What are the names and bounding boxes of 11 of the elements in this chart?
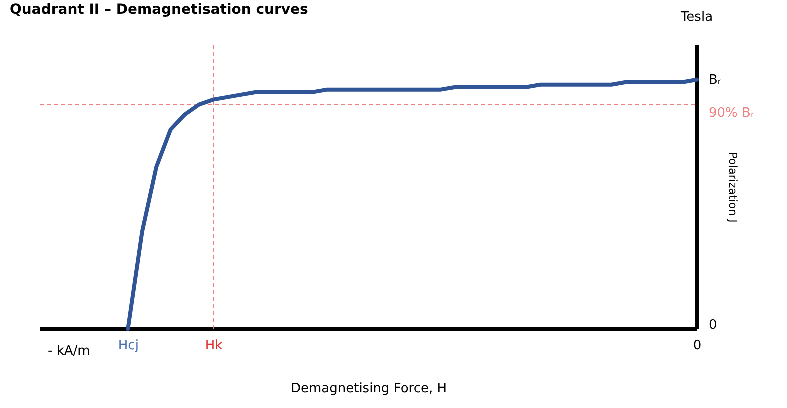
- chart-title: Quadrant II – Demagnetisation curves: [10, 2, 308, 18]
- text: Tesla: [680, 10, 714, 25]
- text: Bᵣ: [709, 72, 722, 88]
- text: - kA/m: [48, 344, 90, 359]
- x-tick-label: Hcj: [118, 338, 139, 354]
- y-axis-title: Polarization J: [726, 152, 740, 223]
- ref-line-label: 90% Bᵣ: [709, 106, 755, 121]
- text: 0: [709, 318, 718, 333]
- x-tick-label: 0: [693, 338, 702, 354]
- x-tick-label: Hk: [205, 338, 224, 354]
- x-axis-title: Demagnetising Force, H: [290, 382, 448, 396]
